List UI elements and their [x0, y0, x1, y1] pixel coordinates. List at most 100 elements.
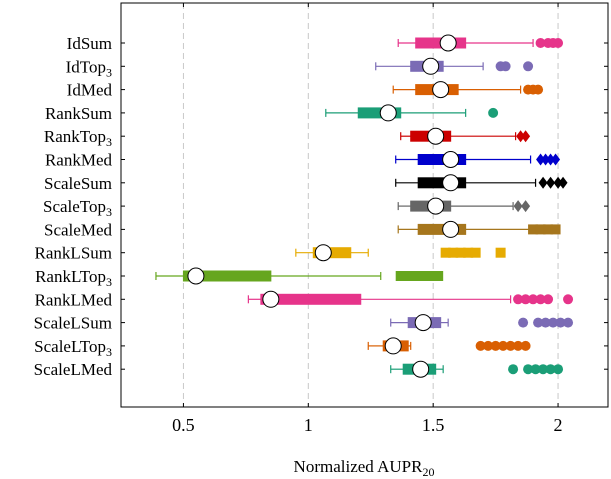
outlier-point: [403, 271, 414, 281]
category-label: ScaleMed: [44, 220, 112, 239]
box-rankmed: [395, 151, 561, 168]
outlier-point: [440, 247, 451, 258]
outlier-point: [521, 130, 531, 143]
category-label: IdTop3: [66, 57, 112, 79]
outlier-point: [463, 247, 474, 258]
x-axis-label-subscript: 20: [422, 465, 434, 479]
mean-marker: [262, 290, 280, 308]
outlier-point: [543, 224, 554, 235]
outlier-point: [523, 61, 534, 72]
category-label: RankSum: [45, 104, 112, 123]
mean-marker: [432, 81, 450, 99]
plot-frame: [120, 2, 609, 408]
category-label-subscript: 3: [106, 65, 112, 79]
outlier-point: [528, 294, 539, 305]
x-axis-label-main: Normalized AUPR: [294, 457, 424, 476]
outlier-point: [551, 153, 561, 166]
outlier-point: [543, 294, 554, 305]
outlier-point: [535, 294, 546, 305]
outlier-point: [505, 340, 516, 351]
mean-marker: [412, 360, 430, 378]
category-label: ScaleLTop3: [34, 337, 112, 359]
category-labels: IdSumIdTop3IdMedRankSumRankTop3RankMedSc…: [34, 34, 113, 379]
category-label-name: RankLMed: [35, 290, 113, 309]
outlier-point: [425, 271, 436, 281]
category-label-name: IdTop: [66, 57, 106, 76]
outlier-point: [538, 176, 548, 189]
outlier-point: [495, 247, 506, 258]
outlier-point: [555, 317, 566, 328]
x-axis-label: Normalized AUPR20: [294, 457, 435, 479]
outlier-point: [488, 107, 499, 118]
outlier-point: [553, 38, 564, 48]
category-label-name: ScaleLSum: [34, 314, 112, 333]
box-scaleltop-3: [367, 337, 531, 355]
box-ranktop-3: [400, 127, 531, 145]
category-label-name: RankLSum: [35, 244, 112, 263]
category-label-name: RankLTop: [35, 267, 106, 286]
mean-marker: [384, 337, 402, 355]
x-tick-label: 1: [304, 415, 313, 435]
category-label-subscript: 3: [106, 275, 112, 289]
category-label-subscript: 3: [106, 135, 112, 149]
mean-marker: [442, 151, 460, 168]
category-label-name: RankTop: [44, 127, 106, 146]
x-tick-label: 0.5: [172, 415, 195, 435]
category-label: RankLMed: [35, 290, 113, 309]
outlier-point: [513, 340, 524, 351]
outlier-point: [533, 84, 544, 95]
category-label-name: IdSum: [67, 34, 112, 53]
box-ranklmed: [247, 290, 574, 308]
outlier-point: [528, 224, 539, 235]
category-label: RankMed: [45, 151, 113, 170]
outlier-point: [535, 38, 546, 48]
outlier-point: [455, 247, 466, 258]
outlier-point: [518, 317, 529, 328]
category-label: ScaleLMed: [34, 360, 113, 379]
category-label-name: IdMed: [67, 81, 113, 100]
category-label-subscript: 3: [106, 345, 112, 359]
category-label-name: RankSum: [45, 104, 112, 123]
mean-marker: [314, 244, 332, 262]
box-scalesum: [395, 174, 568, 192]
outlier-point: [523, 364, 534, 375]
x-tick-label: 2: [554, 415, 563, 435]
iqr-box: [260, 293, 362, 305]
iqr-box: [417, 223, 467, 235]
box-scalemed: [397, 220, 561, 238]
outlier-point: [521, 200, 531, 213]
outlier-point: [508, 364, 519, 375]
outlier-point: [553, 176, 563, 189]
category-label: RankTop3: [44, 127, 112, 149]
outlier-point: [538, 364, 549, 375]
x-tick-label: 1.5: [422, 415, 445, 435]
outlier-point: [553, 364, 564, 375]
mean-marker: [187, 267, 205, 285]
outlier-point: [541, 153, 551, 166]
box-rankltop-3: [155, 267, 444, 285]
iqr-box: [357, 107, 402, 119]
outlier-point: [483, 340, 494, 351]
category-label: ScaleSum: [44, 174, 112, 193]
outlier-point: [546, 153, 556, 166]
mean-marker: [414, 314, 432, 332]
box-ranksum: [325, 104, 499, 122]
category-label: ScaleTop3: [43, 197, 112, 219]
x-axis-ticks: 0.5 1 1.5 2: [121, 3, 608, 435]
outlier-point: [536, 153, 546, 166]
box-idmed: [392, 81, 544, 99]
mean-marker: [422, 57, 440, 75]
box-ranklsum: [295, 244, 506, 262]
box-scaletop-3: [397, 197, 531, 215]
mean-marker: [427, 197, 445, 215]
outlier-point: [548, 317, 559, 328]
outlier-point: [533, 317, 544, 328]
outlier-point: [535, 224, 546, 235]
outlier-point: [433, 271, 444, 281]
category-label-name: RankMed: [45, 151, 113, 170]
outlier-point: [545, 364, 556, 375]
outlier-point: [410, 271, 421, 281]
category-label-name: ScaleSum: [44, 174, 112, 193]
iqr-box: [312, 247, 352, 259]
